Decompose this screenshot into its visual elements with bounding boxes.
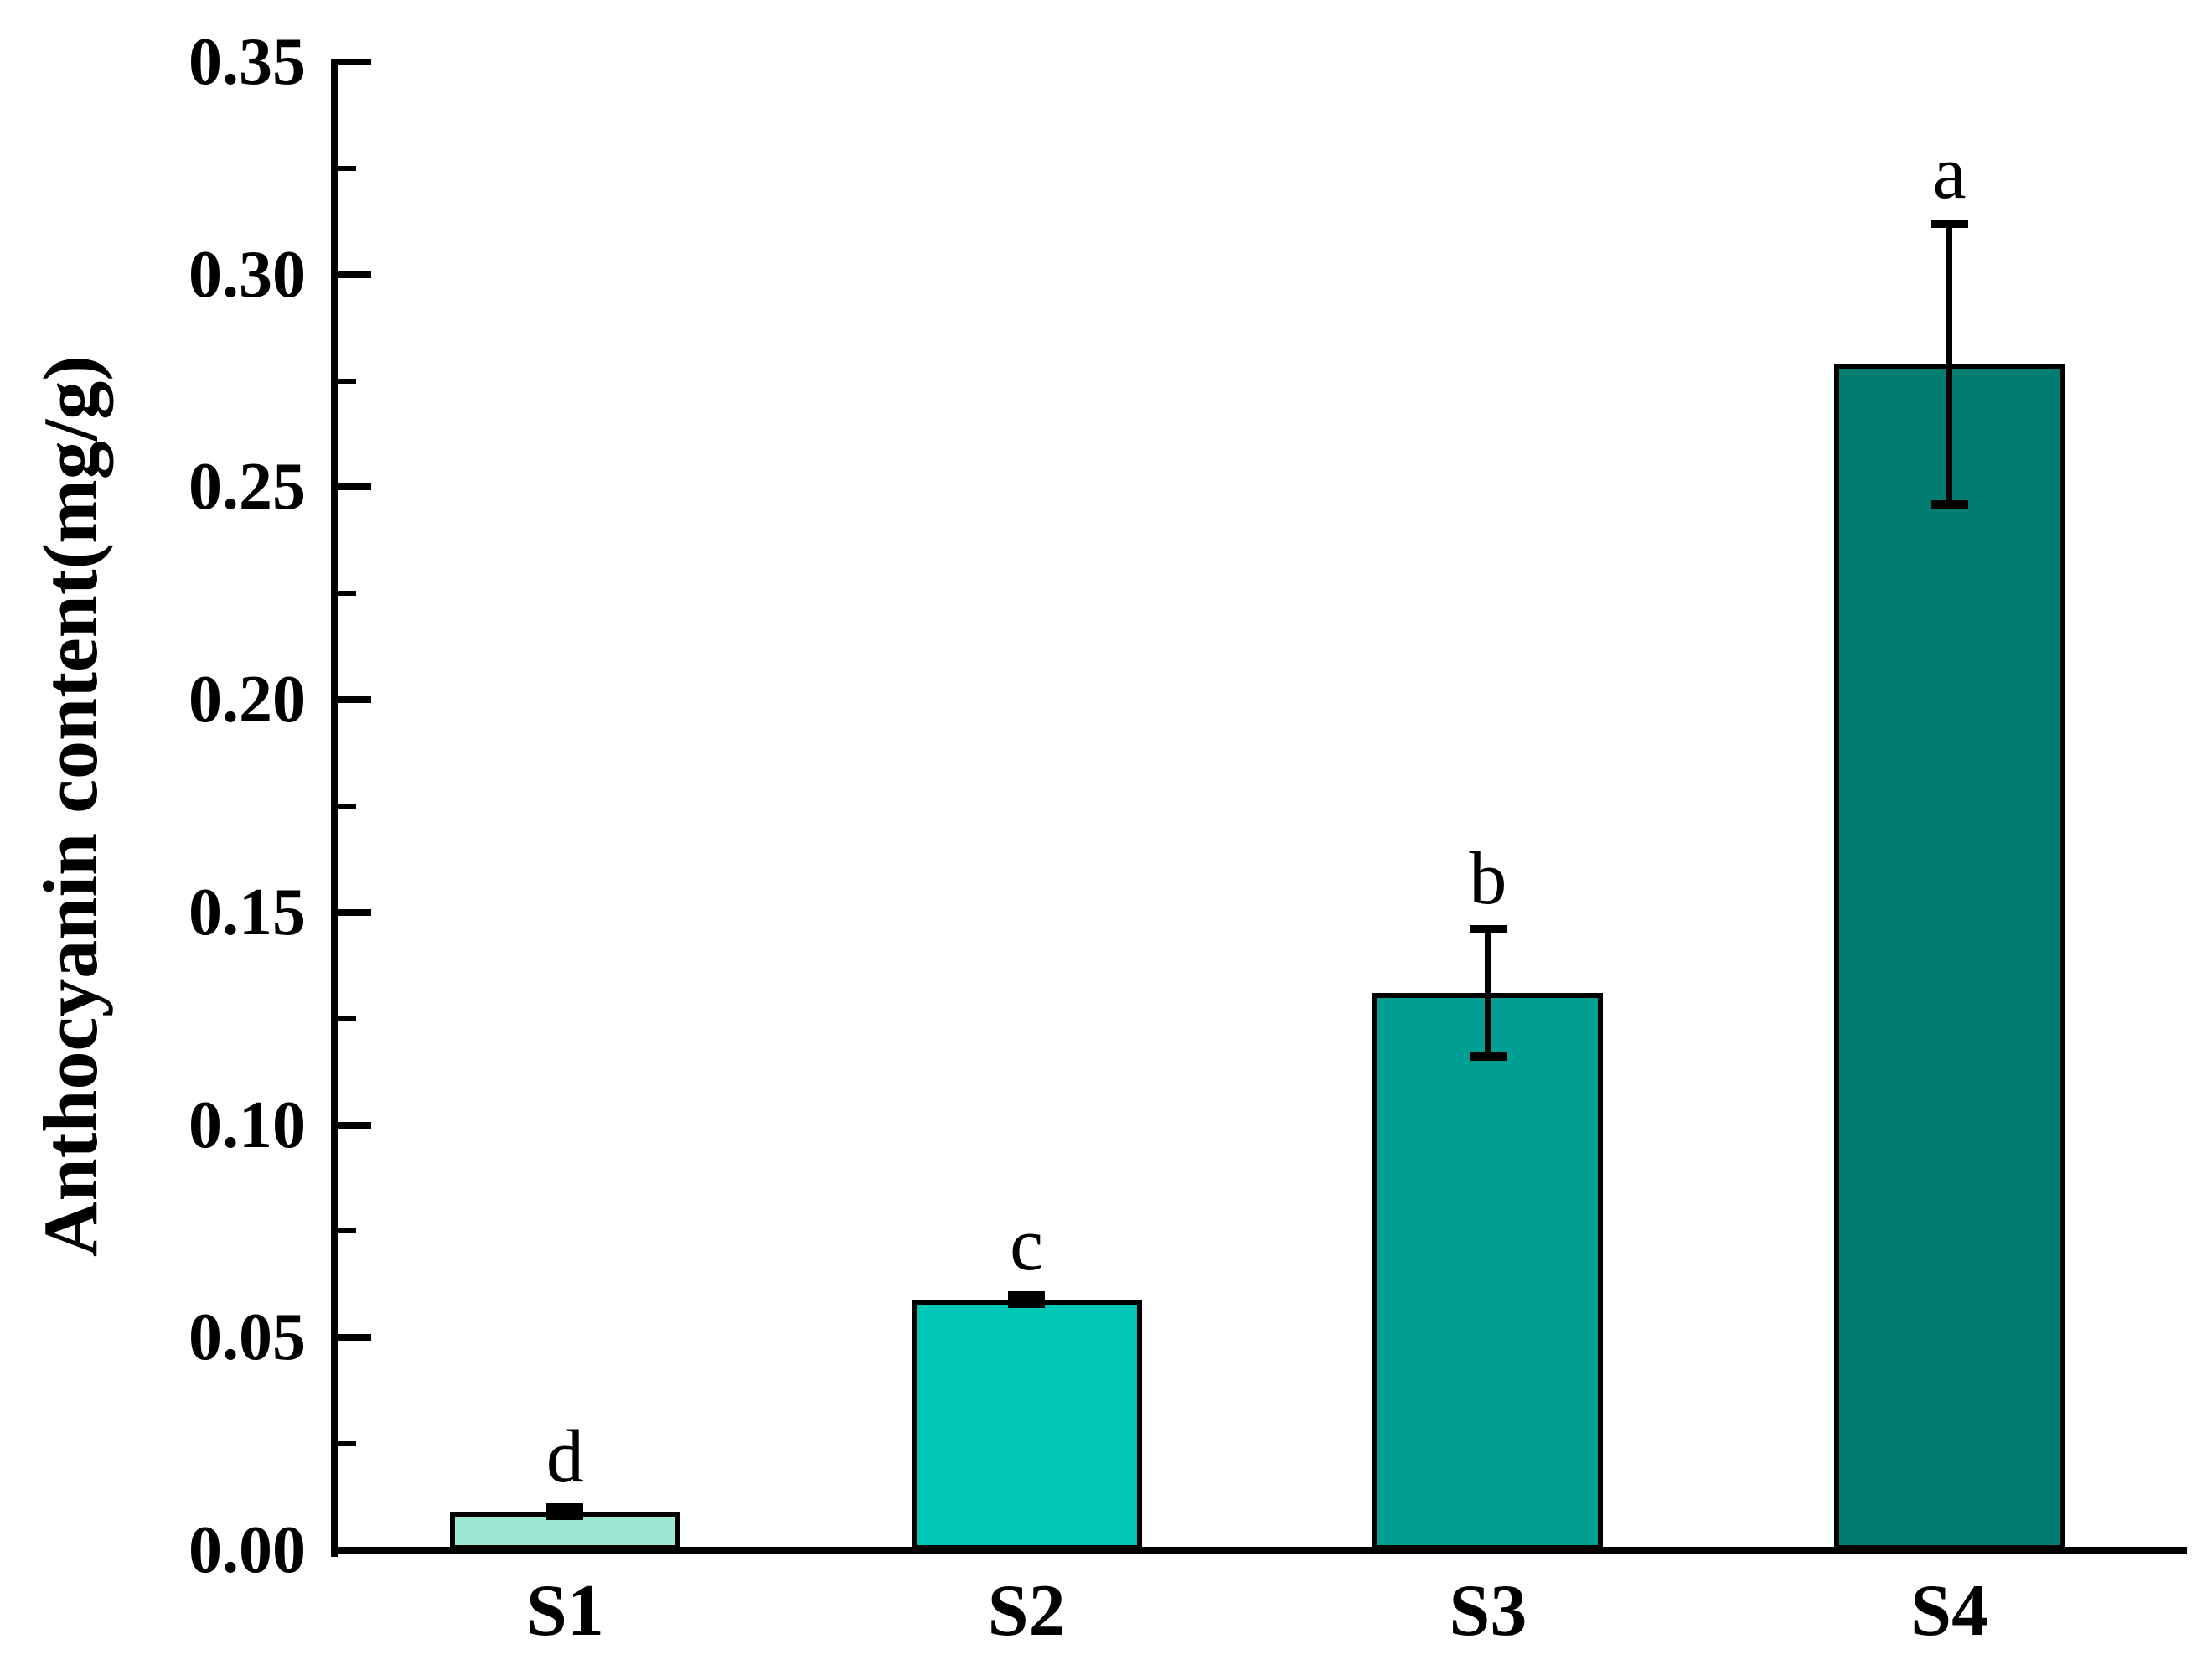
y-tick-label: 0.30 — [189, 237, 306, 312]
bar-S2 — [911, 1299, 1142, 1550]
y-minor-tick — [338, 804, 356, 809]
y-tick-label: 0.10 — [189, 1088, 306, 1162]
y-minor-tick — [338, 1228, 356, 1234]
significance-letter-S2: c — [1010, 1202, 1044, 1286]
error-cap-bottom-S4 — [1930, 499, 1968, 509]
y-major-tick — [338, 483, 371, 491]
y-tick-label: 0.35 — [189, 25, 306, 99]
error-cap-bottom-S2 — [1008, 1299, 1046, 1308]
y-tick-label: 0.05 — [189, 1300, 306, 1375]
bar-S4 — [1834, 364, 2065, 1550]
y-minor-tick — [338, 165, 356, 171]
y-major-tick — [338, 1334, 371, 1342]
y-tick-label: 0.15 — [189, 875, 306, 949]
x-tick-label-S2: S2 — [987, 1570, 1066, 1652]
bar-S3 — [1372, 993, 1604, 1550]
y-tick-label: 0.20 — [189, 663, 306, 737]
y-major-tick — [338, 271, 371, 278]
y-minor-tick — [338, 1016, 356, 1021]
error-cap-top-S2 — [1008, 1290, 1046, 1300]
significance-letter-S3: b — [1469, 837, 1507, 921]
y-major-tick — [338, 908, 371, 916]
x-tick-label-S4: S4 — [1910, 1570, 1989, 1652]
y-major-tick — [338, 1547, 371, 1554]
y-minor-tick — [338, 591, 356, 597]
error-cap-top-S4 — [1930, 219, 1968, 228]
y-major-tick — [338, 696, 371, 704]
y-major-tick — [338, 1121, 371, 1129]
significance-letter-S4: a — [1932, 131, 1967, 215]
error-bar-S2 — [1023, 1295, 1030, 1304]
error-cap-bottom-S1 — [546, 1512, 584, 1521]
y-major-tick — [338, 59, 371, 65]
error-bar-S1 — [561, 1507, 568, 1517]
error-cap-top-S1 — [546, 1503, 584, 1512]
error-bar-S4 — [1946, 223, 1953, 504]
significance-letter-S1: d — [545, 1415, 584, 1499]
bar-S1 — [449, 1512, 680, 1550]
error-cap-bottom-S3 — [1469, 1052, 1507, 1062]
x-axis-line — [331, 1547, 2187, 1554]
error-bar-S3 — [1485, 929, 1491, 1057]
y-minor-tick — [338, 378, 356, 384]
y-axis-line — [331, 59, 338, 1557]
x-tick-label-S3: S3 — [1449, 1570, 1527, 1652]
y-tick-label: 0.25 — [189, 450, 306, 525]
y-minor-tick — [338, 1441, 356, 1447]
x-tick-label-S1: S1 — [525, 1570, 604, 1652]
y-tick-label: 0.00 — [189, 1513, 306, 1587]
error-cap-top-S3 — [1469, 925, 1507, 934]
